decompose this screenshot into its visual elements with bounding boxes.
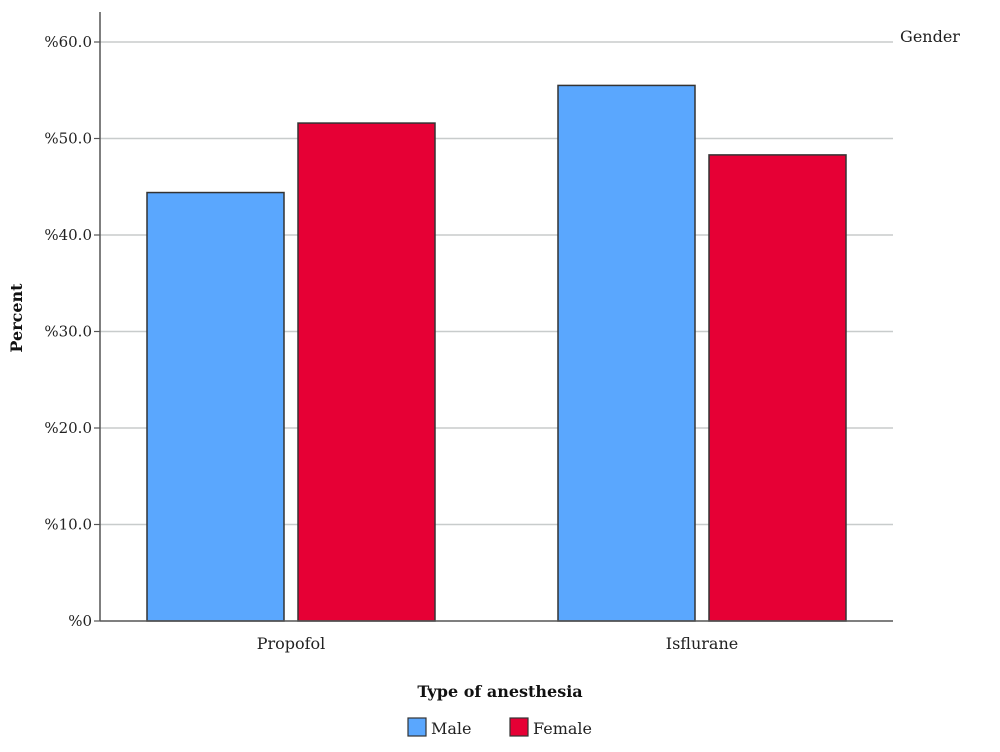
y-tick-label: %30.0: [44, 323, 92, 341]
legend-swatch-male: [407, 717, 427, 737]
bar-female-isflurane: [708, 154, 847, 622]
y-tick-label: %60.0: [44, 33, 92, 51]
x-tick-label: Propofol: [257, 634, 326, 653]
legend-title: Gender: [900, 27, 960, 46]
legend-label-female: Female: [533, 719, 592, 738]
x-tick-label: Isflurane: [666, 634, 738, 653]
bars: [146, 84, 847, 622]
y-tick-label: %10.0: [44, 516, 92, 534]
x-axis-title: Type of anesthesia: [417, 682, 582, 701]
y-tick-label: %50.0: [44, 130, 92, 148]
x-axis-ticks: Propofol Isflurane: [257, 634, 739, 653]
legend-swatch-female: [509, 717, 529, 737]
y-tick-label: %40.0: [44, 226, 92, 244]
bar-male-isflurane: [557, 84, 696, 622]
bar-female-propofol: [297, 122, 436, 622]
legend-label-male: Male: [431, 719, 472, 738]
y-axis-title: Percent: [7, 283, 26, 353]
legend: Male Female: [407, 717, 592, 738]
y-axis-ticks: %0 %10.0 %20.0 %30.0 %40.0 %50.0 %60.0: [44, 33, 100, 630]
bar-male-propofol: [146, 191, 285, 622]
y-tick-label: %20.0: [44, 419, 92, 437]
y-tick-label: %0: [68, 612, 92, 630]
